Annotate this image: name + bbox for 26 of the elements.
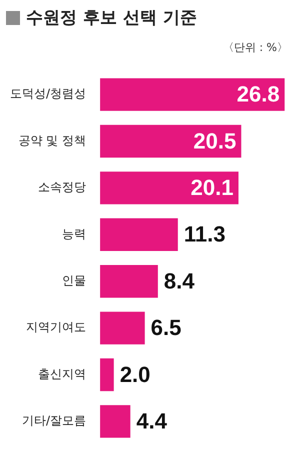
data-label: 11.3 (184, 222, 226, 247)
data-label: 26.8 (236, 82, 280, 107)
bar (100, 265, 158, 298)
y-tick-label: 능력 (62, 226, 86, 241)
y-tick-label: 소속정당 (38, 180, 86, 194)
y-tick-label: 기타/잘모름 (22, 414, 86, 428)
data-label: 4.4 (136, 408, 168, 434)
y-tick-label: 도덕성/청렴성 (10, 86, 86, 101)
data-label: 20.1 (190, 175, 234, 200)
bar (100, 312, 145, 344)
data-label: 6.5 (150, 315, 182, 340)
bar (100, 78, 285, 111)
bar (100, 218, 178, 251)
data-label: 2.0 (120, 362, 150, 387)
y-tick-label: 지역기여도 (26, 320, 86, 334)
y-tick-label: 인물 (62, 273, 86, 288)
chart-title: 수원정 후보 선택 기준 (26, 7, 197, 29)
y-tick-label: 공약 및 정책 (18, 133, 86, 148)
data-label: 8.4 (164, 268, 196, 294)
data-label: 20.5 (193, 128, 236, 154)
bar (100, 124, 242, 158)
bar (100, 172, 238, 204)
bar (100, 358, 114, 392)
y-tick-label: 출신지역 (38, 366, 86, 381)
chart-subtitle: 〈단위 : %〉 (222, 40, 288, 55)
bar (100, 405, 130, 438)
